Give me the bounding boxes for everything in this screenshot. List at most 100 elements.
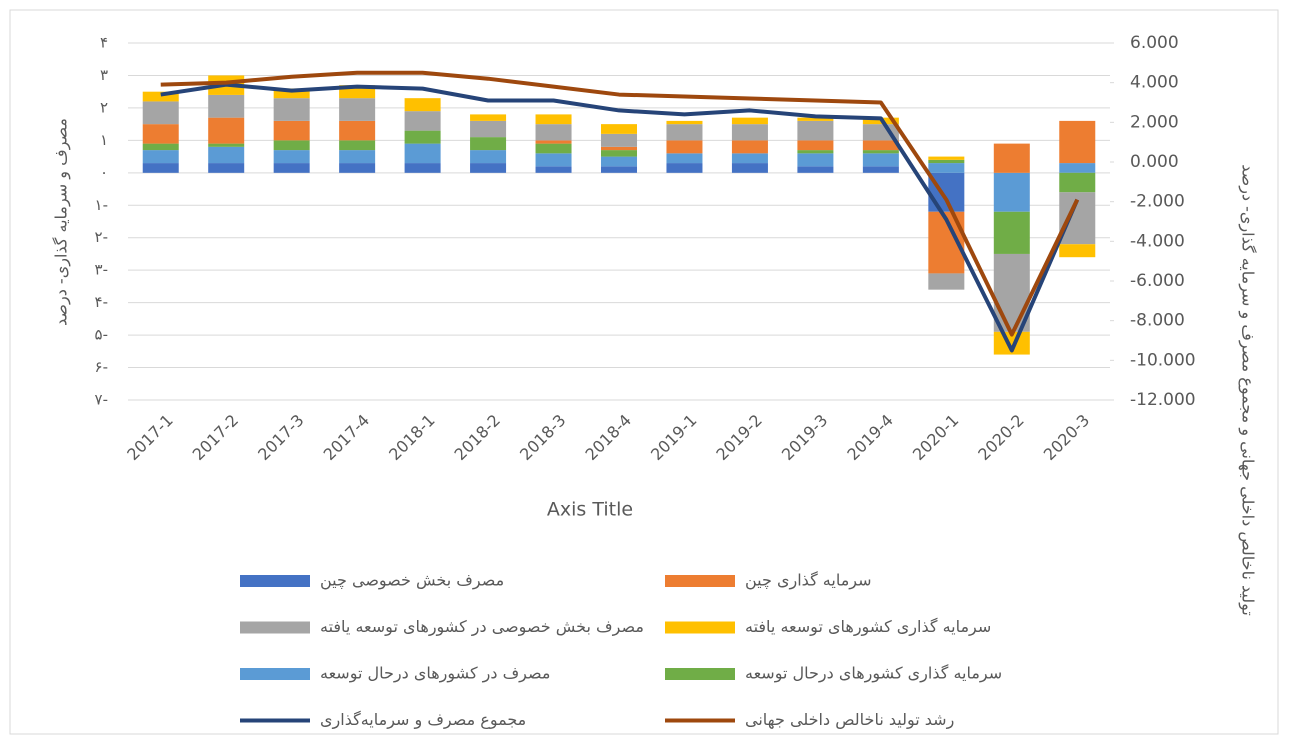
bar-segment xyxy=(404,163,441,173)
bar-segment xyxy=(273,120,310,141)
legend-label: رشد تولید ناخالص داخلی جهانی xyxy=(745,710,954,730)
bar-segment xyxy=(600,133,638,147)
bar-segment xyxy=(928,159,965,164)
bar-segment xyxy=(600,150,638,157)
bar-segment xyxy=(862,140,899,151)
bar-segment xyxy=(339,120,376,141)
bar-segment xyxy=(535,140,572,144)
bar-segment xyxy=(600,124,638,134)
bar-segment xyxy=(666,163,703,173)
line xyxy=(160,70,1080,337)
bar-segment xyxy=(993,143,1030,173)
y2-tick-label: -12.000 xyxy=(1130,390,1196,410)
y-tick-label: ۱- xyxy=(95,196,108,214)
bar-segment xyxy=(928,156,965,160)
y-tick-label: ۱ xyxy=(100,131,108,149)
y-tick-label: ۵- xyxy=(95,326,108,344)
y2-tick-label: -8.000 xyxy=(1130,311,1185,331)
y2-tick-label: -4.000 xyxy=(1130,231,1185,251)
bar-segment xyxy=(797,150,834,154)
y-tick-label: ۶- xyxy=(95,358,108,376)
legend-swatch xyxy=(240,668,310,680)
y-tick-label: ۴- xyxy=(95,293,108,311)
y2-axis-title: تولید ناخالص داخلی جهانی و مجموع مصرف و … xyxy=(1238,164,1258,616)
bar-segment xyxy=(208,146,245,164)
line xyxy=(160,82,1080,353)
y2-tick-label: 6.000 xyxy=(1130,33,1179,53)
bar-segment xyxy=(470,150,507,164)
legend-label: مصرف بخش خصوصی در کشورهای توسعه یافته xyxy=(320,617,644,637)
legend-swatch xyxy=(665,668,735,680)
y-tick-label: ۴ xyxy=(100,34,108,52)
y-tick-label: ۷- xyxy=(95,391,108,409)
bar-segment xyxy=(666,140,703,154)
y2-tick-label: 0.000 xyxy=(1130,152,1179,172)
bar-segment xyxy=(535,166,572,173)
legend-label: سرمایه گذاری کشورهای توسعه یافته xyxy=(745,617,991,637)
legend-label: مصرف بخش خصوصی چین xyxy=(320,571,504,591)
legend-swatch xyxy=(665,575,735,587)
bar-segment xyxy=(273,88,310,99)
bar-segment xyxy=(208,143,245,147)
bar-segment xyxy=(535,143,572,154)
bar-segment xyxy=(731,124,768,141)
bar-segment xyxy=(731,140,768,154)
bar-segment xyxy=(731,117,768,125)
bar-segment xyxy=(142,101,179,125)
bar-segment xyxy=(470,137,507,151)
bar-segment xyxy=(666,153,703,164)
y-tick-label: ۲ xyxy=(100,98,108,116)
bar-segment xyxy=(273,163,310,173)
bar-segment xyxy=(273,140,310,151)
bar-segment xyxy=(993,331,1030,355)
bar-segment xyxy=(339,140,376,151)
y-tick-label: ۲- xyxy=(95,228,108,246)
bar-segment xyxy=(535,153,572,167)
bar-segment xyxy=(142,124,179,144)
bar-segment xyxy=(273,98,310,121)
bar-segment xyxy=(862,150,899,154)
y2-tick-label: -6.000 xyxy=(1130,271,1185,291)
bar-segment xyxy=(666,120,703,125)
bar-segment xyxy=(208,94,245,118)
y2-tick-label: -10.000 xyxy=(1130,350,1196,370)
bar-segment xyxy=(600,146,638,151)
bar-segment xyxy=(470,114,507,121)
bar-segment xyxy=(666,124,703,141)
bar-segment xyxy=(208,117,245,144)
bar-segment xyxy=(273,150,310,164)
bar-segment xyxy=(928,273,965,290)
legend-label: مصرف در کشورهای درحال توسعه xyxy=(320,664,550,684)
chart-border xyxy=(9,9,1279,735)
y-tick-label: ۳ xyxy=(100,66,108,84)
x-axis-title: Axis Title xyxy=(547,499,633,521)
legend-label: سرمایه گذاری کشورهای درحال توسعه xyxy=(745,664,1002,684)
bar-segment xyxy=(993,211,1030,254)
bar-segment xyxy=(142,163,179,173)
bar-segment xyxy=(797,153,834,167)
bar-segment xyxy=(404,98,441,112)
y-tick-label: ۳- xyxy=(95,261,108,279)
bar-segment xyxy=(404,130,441,144)
legend-label: سرمایه گذاری چین xyxy=(745,571,872,591)
bar-segment xyxy=(797,140,834,151)
bar-segment xyxy=(600,166,638,173)
bar-segment xyxy=(731,153,768,164)
bar-segment xyxy=(1059,172,1096,193)
legend-label: مجموع مصرف و سرمایه‌گذاری xyxy=(320,710,526,730)
y2-tick-label: 2.000 xyxy=(1130,112,1179,132)
bar-segment xyxy=(1059,163,1096,173)
bar-segment xyxy=(339,98,376,121)
bar-segment xyxy=(404,111,441,131)
bar-segment xyxy=(142,150,179,164)
bar-segment xyxy=(862,124,899,141)
bar-segment xyxy=(862,153,899,167)
bar-segment xyxy=(600,156,638,167)
bar-segment xyxy=(1059,244,1096,258)
bar-segment xyxy=(142,143,179,151)
bar-segment xyxy=(339,163,376,173)
bar-segment xyxy=(142,91,179,102)
legend-swatch xyxy=(240,621,310,634)
bar-segment xyxy=(797,166,834,173)
